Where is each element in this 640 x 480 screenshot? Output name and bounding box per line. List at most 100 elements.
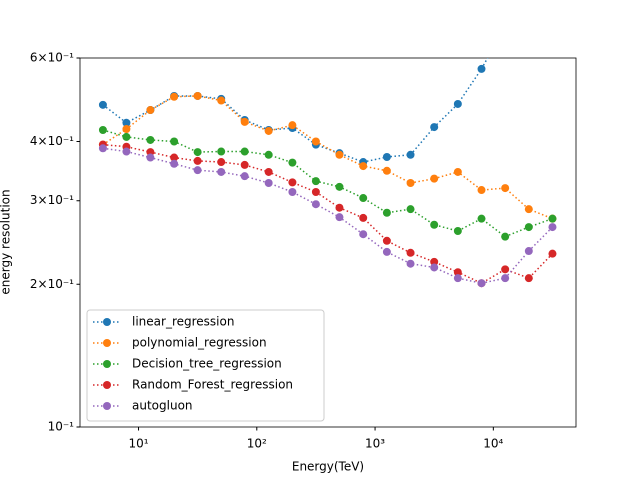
data-point [453, 274, 462, 283]
legend-marker [103, 402, 111, 410]
data-point [477, 214, 486, 223]
data-point [430, 174, 439, 183]
data-point [548, 214, 557, 223]
data-point [217, 158, 226, 167]
data-point [264, 167, 273, 176]
data-point [501, 22, 509, 30]
data-point [311, 200, 320, 209]
data-point [359, 213, 368, 222]
plot-area [98, 22, 557, 288]
data-point [382, 236, 391, 245]
data-point [240, 172, 249, 181]
data-point [193, 166, 202, 175]
y-tick-label: 4×10⁻¹ [30, 134, 74, 148]
data-point [335, 182, 344, 191]
y-tick-label: 10⁻¹ [48, 420, 75, 434]
data-point [453, 167, 462, 176]
data-point [406, 248, 415, 257]
data-point [146, 148, 155, 157]
data-point [430, 263, 439, 272]
data-point [406, 205, 415, 214]
data-point [382, 247, 391, 256]
data-point [170, 153, 179, 162]
data-point [98, 100, 107, 109]
data-point [430, 257, 439, 266]
series-line [102, 58, 489, 163]
data-point [548, 249, 557, 258]
data-point [335, 150, 344, 159]
data-point [501, 232, 510, 241]
data-point [264, 150, 273, 159]
data-point [217, 167, 226, 176]
data-point [311, 177, 320, 186]
data-point [453, 227, 462, 236]
data-point [98, 144, 107, 153]
legend-box [86, 309, 325, 422]
data-point [430, 123, 439, 132]
data-point [122, 132, 131, 141]
y-axis-label: energy resolution [0, 189, 13, 294]
data-point [240, 160, 249, 169]
legend-marker [103, 360, 111, 368]
data-point [264, 179, 273, 188]
data-point [288, 121, 297, 130]
data-point [335, 213, 344, 222]
data-point [453, 99, 462, 108]
data-point [406, 259, 415, 268]
data-point [240, 117, 249, 126]
legend-marker [103, 318, 111, 326]
data-point [122, 118, 131, 127]
x-tick-label: 10⁴ [483, 437, 503, 451]
data-point [122, 147, 131, 156]
data-point [501, 265, 510, 274]
y-tick-label: 6×10⁻¹ [30, 51, 74, 65]
data-point [382, 208, 391, 217]
data-point [524, 205, 533, 214]
data-point [477, 186, 486, 195]
data-point [359, 162, 368, 171]
data-point [264, 126, 273, 135]
data-point [477, 279, 486, 288]
data-point [217, 147, 226, 156]
data-point [288, 188, 297, 197]
legend-label: linear_regression [132, 315, 234, 329]
data-point [501, 184, 510, 193]
y-tick-label: 2×10⁻¹ [30, 277, 74, 291]
data-point [406, 150, 415, 159]
series-line [102, 143, 554, 285]
data-point [359, 194, 368, 203]
data-point [146, 135, 155, 144]
data-point [193, 148, 202, 157]
data-point [122, 125, 131, 134]
series-line [102, 147, 554, 284]
data-point [170, 92, 179, 101]
x-tick-label: 10¹ [128, 437, 148, 451]
data-point [430, 220, 439, 229]
data-point [524, 223, 533, 232]
data-point [146, 106, 155, 115]
data-point [382, 166, 391, 175]
series-line [102, 129, 553, 238]
legend-marker [103, 381, 111, 389]
legend-label: autogluon [132, 399, 193, 413]
x-axis-label: Energy(TeV) [292, 460, 364, 474]
data-point [288, 178, 297, 187]
data-point [311, 188, 320, 197]
data-point [98, 125, 107, 134]
data-point [288, 158, 297, 167]
data-point [193, 156, 202, 165]
data-point [170, 137, 179, 146]
data-point [406, 179, 415, 188]
plot-frame [79, 57, 577, 428]
data-point [382, 153, 391, 162]
data-point [146, 153, 155, 162]
data-point [548, 223, 557, 232]
data-point [240, 147, 249, 156]
legend-label: Random_Forest_regression [132, 378, 293, 392]
data-point [217, 96, 226, 105]
y-tick-label: 3×10⁻¹ [30, 193, 74, 207]
data-point [193, 91, 202, 100]
data-point [359, 230, 368, 239]
data-point [453, 268, 462, 277]
